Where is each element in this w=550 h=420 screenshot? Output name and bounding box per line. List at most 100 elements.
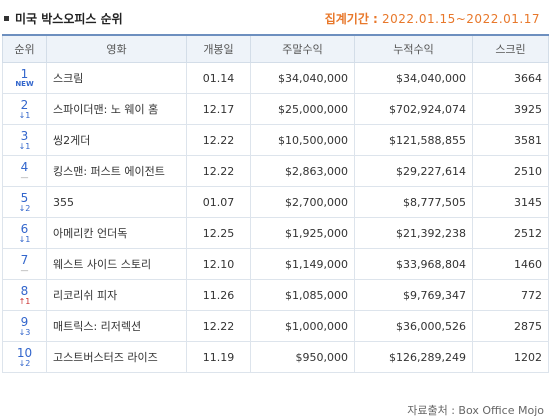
screen-count: 772	[472, 279, 549, 311]
period-value: 2022.01.15~2022.01.17	[382, 12, 540, 26]
rank-change-indicator: ↓2	[18, 203, 31, 213]
total-gross: $34,040,000	[354, 62, 473, 94]
movie-title[interactable]: 고스트버스터즈 라이즈	[46, 341, 187, 373]
screen-count: 3581	[472, 124, 549, 156]
rank-change-indicator: ↓1	[18, 110, 31, 120]
rank-cell: 3 ↓1	[2, 124, 47, 156]
movie-title[interactable]: 아메리칸 언더독	[46, 217, 187, 249]
release-date: 01.14	[186, 62, 251, 94]
table-row: 9 ↓3 매트릭스: 리저렉션 12.22 $1,000,000 $36,000,526 2…	[2, 310, 549, 342]
rank-cell: 8 ↑1	[2, 279, 47, 311]
screen-count: 3925	[472, 93, 549, 125]
rank-change-indicator: ↑1	[18, 296, 31, 306]
release-date: 11.26	[186, 279, 251, 311]
total-gross: $21,392,238	[354, 217, 473, 249]
screen-count: 2510	[472, 155, 549, 187]
movie-title[interactable]: 스크림	[46, 62, 187, 94]
data-source: 자료출처 : Box Office Mojo	[407, 404, 544, 417]
table-row: 3 ↓1 씽2게더 12.22 $10,500,000 $121,588,855 3581	[2, 124, 549, 156]
rank-number: 10	[16, 345, 33, 360]
column-header-screens: 스크린	[472, 34, 549, 63]
column-header-rank: 순위	[2, 34, 47, 63]
total-gross: $36,000,526	[354, 310, 473, 342]
square-bullet-icon	[4, 16, 9, 21]
release-date: 12.22	[186, 155, 251, 187]
rank-number: 7	[20, 252, 29, 267]
table-row: 10 ↓2 고스트버스터즈 라이즈 11.19 $950,000 $126,289,249…	[2, 341, 549, 373]
rank-change-indicator: ↓3	[18, 327, 31, 337]
screen-count: 3664	[472, 62, 549, 94]
rank-number: 5	[20, 190, 29, 205]
rank-change-indicator: NEW	[15, 79, 34, 88]
screen-count: 3145	[472, 186, 549, 218]
weekend-gross: $950,000	[250, 341, 355, 373]
movie-title[interactable]: 리코리쉬 피자	[46, 279, 187, 311]
page-title-text: 미국 박스오피스 순위	[15, 12, 123, 26]
table-row: 2 ↓1 스파이더맨: 노 웨이 홈 12.17 $25,000,000 $702,924…	[2, 93, 549, 125]
box-office-header: 미국 박스오피스 순위 집계기간 : 2022.01.15~2022.01.17	[0, 0, 550, 34]
rank-cell: 1 NEW	[2, 62, 47, 94]
table-row: 7— 웨스트 사이드 스토리 12.10 $1,149,000 $33,968,804 1…	[2, 248, 549, 280]
release-date: 12.25	[186, 217, 251, 249]
table-row: 1 NEW 스크림 01.14 $34,040,000 $34,040,000 3664	[2, 62, 549, 94]
rank-number: 9	[20, 314, 29, 329]
rank-number: 8	[20, 283, 29, 298]
release-date: 12.17	[186, 93, 251, 125]
total-gross: $33,968,804	[354, 248, 473, 280]
rank-change-indicator: ↓1	[18, 141, 31, 151]
rank-cell: 2 ↓1	[2, 93, 47, 125]
rank-number: 2	[20, 97, 29, 112]
total-gross: $702,924,074	[354, 93, 473, 125]
table-row: 5 ↓2 355 01.07 $2,700,000 $8,777,505 3145	[2, 186, 549, 218]
movie-title[interactable]: 스파이더맨: 노 웨이 홈	[46, 93, 187, 125]
column-header-weekend: 주말수익	[250, 34, 355, 63]
release-date: 11.19	[186, 341, 251, 373]
weekend-gross: $34,040,000	[250, 62, 355, 94]
rank-number: 4	[20, 159, 29, 174]
rank-number: 6	[20, 221, 29, 236]
rank-cell: 5 ↓2	[2, 186, 47, 218]
release-date: 01.07	[186, 186, 251, 218]
weekend-gross: $1,925,000	[250, 217, 355, 249]
movie-title[interactable]: 씽2게더	[46, 124, 187, 156]
release-date: 12.22	[186, 310, 251, 342]
column-header-release: 개봉일	[186, 34, 251, 63]
rank-change-indicator: —	[20, 265, 29, 275]
weekend-gross: $2,863,000	[250, 155, 355, 187]
total-gross: $8,777,505	[354, 186, 473, 218]
page-title: 미국 박스오피스 순위	[4, 10, 123, 27]
weekend-gross: $1,000,000	[250, 310, 355, 342]
rank-cell: 4—	[2, 155, 47, 187]
movie-title[interactable]: 355	[46, 186, 187, 218]
total-gross: $126,289,249	[354, 341, 473, 373]
rank-cell: 9 ↓3	[2, 310, 47, 342]
movie-title[interactable]: 매트릭스: 리저렉션	[46, 310, 187, 342]
rank-cell: 6 ↓1	[2, 217, 47, 249]
column-header-movie: 영화	[46, 34, 187, 63]
rank-change-indicator: ↓2	[18, 358, 31, 368]
table-header-row: 순위 영화 개봉일 주말수익 누적수익 스크린	[2, 34, 549, 63]
movie-title[interactable]: 웨스트 사이드 스토리	[46, 248, 187, 280]
weekend-gross: $1,149,000	[250, 248, 355, 280]
weekend-gross: $1,085,000	[250, 279, 355, 311]
weekend-gross: $2,700,000	[250, 186, 355, 218]
table-row: 6 ↓1 아메리칸 언더독 12.25 $1,925,000 $21,392,238 251…	[2, 217, 549, 249]
screen-count: 2875	[472, 310, 549, 342]
period-label: 집계기간 :	[324, 12, 378, 26]
box-office-table: 순위 영화 개봉일 주말수익 누적수익 스크린 1 NEW 스크림 01.14 $34,…	[2, 34, 549, 373]
release-date: 12.22	[186, 124, 251, 156]
total-gross: $9,769,347	[354, 279, 473, 311]
table-row: 8 ↑1 리코리쉬 피자 11.26 $1,085,000 $9,769,347 772	[2, 279, 549, 311]
screen-count: 1460	[472, 248, 549, 280]
total-gross: $121,588,855	[354, 124, 473, 156]
weekend-gross: $10,500,000	[250, 124, 355, 156]
aggregation-period: 집계기간 : 2022.01.15~2022.01.17	[325, 10, 540, 27]
screen-count: 1202	[472, 341, 549, 373]
rank-cell: 10 ↓2	[2, 341, 47, 373]
rank-number: 1	[20, 66, 29, 81]
release-date: 12.10	[186, 248, 251, 280]
movie-title[interactable]: 킹스맨: 퍼스트 에이전트	[46, 155, 187, 187]
table-row: 4— 킹스맨: 퍼스트 에이전트 12.22 $2,863,000 $29,227,61…	[2, 155, 549, 187]
total-gross: $29,227,614	[354, 155, 473, 187]
rank-change-indicator: —	[20, 172, 29, 182]
